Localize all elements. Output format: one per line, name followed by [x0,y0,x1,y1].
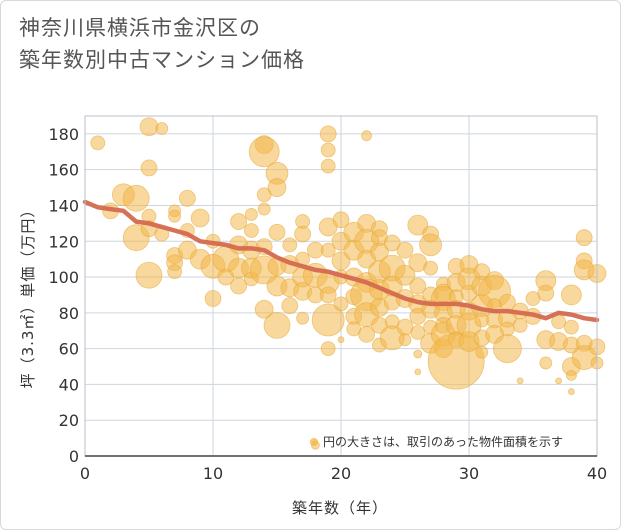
data-bubble [537,284,555,302]
data-bubble [90,135,106,151]
data-bubble [361,130,373,142]
data-bubble [407,214,429,236]
data-bubble [358,325,376,343]
data-bubble [320,158,336,174]
data-bubble [140,159,158,177]
data-bubble [575,229,593,247]
data-bubble [394,264,416,286]
data-bubble [248,136,280,168]
data-bubble [555,377,562,385]
data-bubble [409,277,427,295]
data-bubble [230,213,248,230]
data-bubble [398,333,412,347]
y-tick-label: 0 [69,447,79,466]
data-bubble [243,223,259,238]
bubble-series [90,117,607,450]
plot-frame [84,115,598,457]
data-bubble [396,241,414,259]
data-bubble [423,260,439,276]
legend-note: 円の大きさは、取引のあった物件面積を示す [310,434,563,449]
data-bubble [190,208,210,228]
x-axis-ticks: 0 10 20 30 40 [80,464,607,483]
x-tick-label: 0 [80,464,90,483]
data-bubble [333,296,349,312]
data-bubble [263,311,291,339]
data-bubble [539,356,553,370]
data-bubble [561,284,582,306]
data-bubble [414,368,422,376]
y-axis-label: 坪（3.3㎡）単価（万円） [19,202,37,389]
trend-line-layer [82,199,600,323]
data-bubble [568,388,575,395]
data-bubble [167,264,183,280]
y-tick-label: 20 [59,411,79,430]
data-bubble [178,189,196,207]
data-bubble [319,125,337,143]
data-bubble [475,345,489,359]
data-bubble [267,178,287,197]
data-bubble [230,277,248,295]
data-bubble [410,325,426,340]
data-bubble [319,286,337,304]
data-bubble [311,303,345,337]
data-bubble [139,117,159,137]
x-tick-label: 30 [459,464,479,483]
data-bubble [204,290,222,307]
trend-line [82,199,600,323]
data-bubble [337,336,345,344]
y-tick-label: 60 [59,340,79,359]
data-bubble [566,370,577,381]
y-tick-label: 80 [59,304,79,323]
legend-note-text: 円の大きさは、取引のあった物件面積を示す [323,434,563,449]
x-tick-label: 10 [203,464,223,483]
x-tick-label: 40 [587,464,607,483]
data-bubble [499,321,515,337]
x-axis-label: 築年数（年） [292,499,388,517]
y-axis-ticks: 0 20 40 60 80 100 120 140 160 180 [48,125,79,466]
data-bubble [564,319,579,335]
y-tick-label: 100 [48,268,79,287]
data-bubble [512,317,528,333]
data-bubble [282,237,298,253]
data-bubble [168,209,182,223]
chart-title-line-1: 神奈川県横浜市金沢区の [19,17,261,40]
grid-lines [85,116,597,456]
data-bubble [281,297,299,315]
data-bubble [332,211,350,229]
data-bubble [320,341,336,357]
data-bubble [268,223,286,241]
data-bubble [383,234,401,252]
y-tick-label: 120 [48,232,79,251]
y-tick-label: 180 [48,125,79,144]
data-bubble [254,299,274,319]
data-bubble [122,184,150,212]
chart-title: 神奈川県横浜市金沢区の 築年数別中古マンション価格 [19,13,439,77]
data-bubble [294,225,312,243]
data-bubble [296,311,310,325]
data-bubble [155,122,169,135]
x-tick-label: 20 [331,464,351,483]
legend-note-dot [310,438,318,446]
data-bubble [244,208,258,221]
data-bubble [320,242,336,258]
data-bubble [135,261,163,289]
data-bubble [320,142,336,158]
data-bubble [413,349,423,359]
chart-title-line-2: 築年数別中古マンション価格 [19,49,305,72]
data-bubble [419,233,443,257]
y-tick-label: 40 [59,375,79,394]
data-bubble [492,334,522,364]
y-tick-label: 160 [48,161,79,180]
data-bubble [257,202,271,216]
y-tick-label: 140 [48,196,79,215]
data-bubble [516,377,524,385]
